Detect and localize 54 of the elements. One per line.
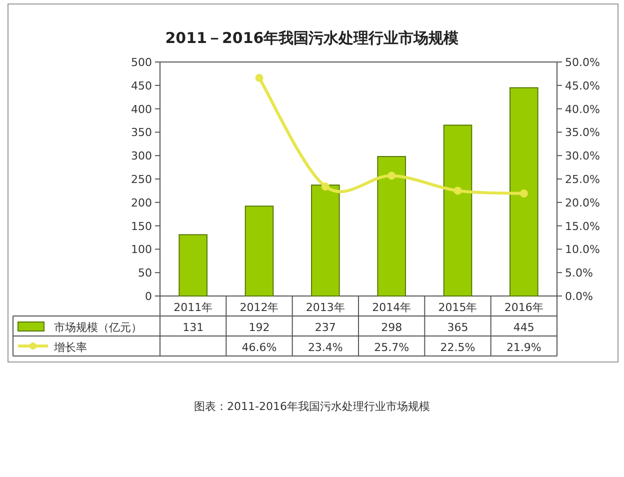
y-tick-label: 350	[131, 126, 152, 140]
y-tick-label: 0	[145, 290, 152, 303]
bar	[244, 206, 274, 296]
bar	[178, 234, 208, 296]
text: 图表：2011-2016年我国污水处理行业市场规模	[194, 400, 430, 413]
y-tick-label: 300	[131, 150, 152, 163]
point	[321, 182, 330, 190]
data-label: 23.4%	[308, 341, 343, 354]
x-tick-label: 2014年	[372, 301, 412, 314]
y2-tick-label: 5.0%	[565, 266, 593, 280]
data-label: 445	[513, 321, 534, 334]
y2-tick-label: 30.0%	[565, 150, 600, 163]
y-tick-label: 400	[131, 102, 152, 116]
y2-tick-label: 0.0%	[565, 290, 593, 303]
x-tick-label: 2013年	[306, 301, 345, 314]
x-tick-label: 2015年	[438, 301, 478, 314]
point	[520, 190, 528, 198]
y-tick-label: 50	[138, 266, 152, 280]
y2-tick-label: 45.0%	[565, 79, 600, 92]
point	[454, 186, 462, 195]
chart-title: 2011－2016年我国污水处理行业市场规模	[165, 29, 460, 47]
y2-tick-label: 40.0%	[565, 102, 600, 116]
y-tick-label: 150	[131, 220, 152, 233]
data-label: 365	[447, 321, 468, 334]
y2-tick-label: 20.0%	[565, 196, 600, 210]
bar	[311, 184, 340, 296]
y2-tick-label: 25.0%	[565, 173, 600, 186]
point	[255, 74, 264, 82]
data-label: 25.7%	[374, 341, 410, 354]
data-label: 192	[248, 321, 270, 334]
legend-label: 市场规模（亿元）	[54, 321, 142, 334]
y-tick-label: 450	[131, 79, 152, 92]
x-tick-label: 2011年	[174, 301, 213, 314]
y-tick-label: 250	[131, 173, 152, 186]
y2-tick-label: 10.0%	[565, 243, 600, 256]
x-tick-label: 2012年	[240, 301, 279, 314]
legend-label: 增长率	[53, 341, 87, 354]
data-label: 298	[381, 321, 402, 334]
y2-tick-label: 50.0%	[565, 56, 600, 69]
data-label: 22.5%	[440, 341, 476, 354]
data-label: 131	[182, 321, 204, 334]
bar	[443, 124, 472, 296]
data-label: 21.9%	[506, 341, 542, 354]
x-tick-label: 2016年	[504, 301, 544, 314]
data-label: 46.6%	[242, 341, 277, 354]
y-tick-label: 100	[131, 243, 152, 256]
y-tick-label: 500	[131, 56, 152, 69]
y-tick-label: 200	[131, 196, 152, 210]
point	[388, 172, 396, 180]
bar	[510, 87, 538, 296]
y2-tick-label: 15.0%	[565, 220, 600, 233]
bar	[377, 156, 406, 296]
y2-tick-label: 35.0%	[565, 126, 600, 140]
data-label: 237	[314, 321, 336, 334]
